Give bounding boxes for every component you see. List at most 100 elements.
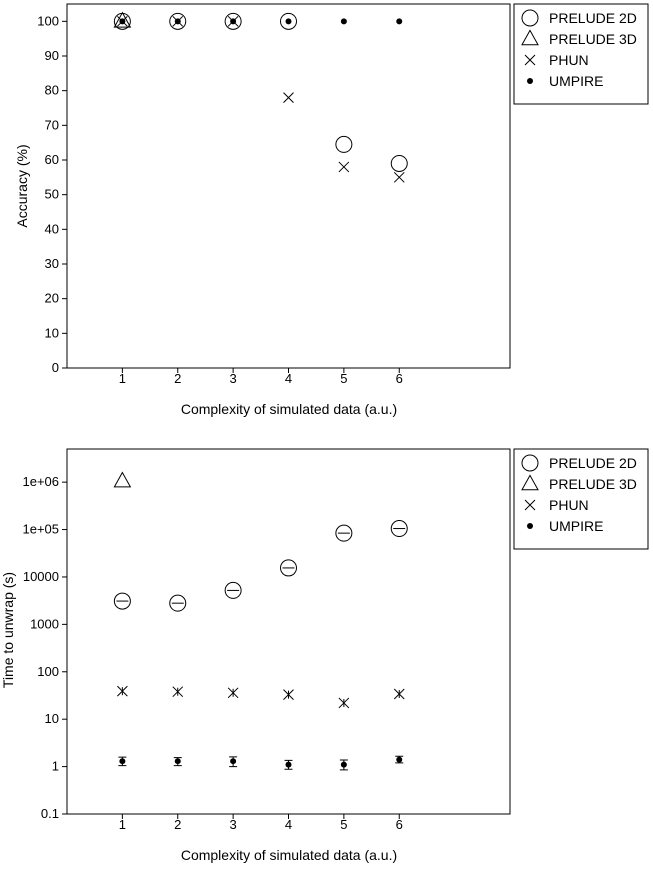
y-tick-label: 40: [45, 221, 59, 236]
x-tick-label: 4: [285, 371, 292, 386]
x-tick-label: 5: [340, 371, 347, 386]
x-tick-label: 1: [119, 371, 126, 386]
phun-point: [338, 161, 350, 173]
umpire-point: [340, 18, 347, 25]
x-tick-label: 3: [230, 817, 237, 832]
legend-prelude-3d-symbol: [521, 29, 539, 46]
x-axis-label: Complexity of simulated data (a.u.): [181, 401, 397, 417]
legend: PRELUDE 2D PRELUDE 3D PHUN UMPIRE: [521, 454, 637, 534]
y-tick-label: 90: [45, 48, 59, 63]
y-tick-label: 70: [45, 117, 59, 132]
y-tick-label: 60: [45, 152, 59, 167]
prelude-2d-point: [335, 135, 353, 153]
umpire-point: [230, 18, 237, 25]
umpire-point: [174, 18, 181, 25]
y-tick-label: 10: [45, 711, 59, 726]
umpire-point: [230, 758, 237, 765]
phun-point: [227, 687, 239, 699]
phun-point: [117, 685, 128, 697]
prelude-2d-point: [390, 154, 408, 172]
prelude-2d-point: [280, 559, 297, 577]
y-tick-label: 50: [45, 187, 59, 202]
y-tick-label: 1000: [30, 616, 59, 631]
umpire-point: [119, 18, 126, 25]
x-axis-ticks: 1 2 3 4 5 6: [119, 368, 403, 386]
x-tick-label: 5: [340, 817, 347, 832]
legend-phun-label: PHUN: [549, 52, 589, 68]
legend-umpire-label: UMPIRE: [549, 73, 603, 89]
data-marks: [113, 471, 408, 771]
phun-point: [393, 688, 405, 700]
umpire-point: [285, 18, 292, 25]
y-axis-ticks: 0 10 20 30 40 50 60 70 80 90 100: [37, 13, 67, 375]
x-tick-label: 6: [396, 371, 403, 386]
prelude-2d-point: [390, 520, 408, 538]
phun-point: [393, 171, 405, 183]
x-tick-label: 4: [285, 817, 292, 832]
y-tick-label: 100: [37, 13, 59, 28]
prelude-2d-point: [280, 12, 297, 30]
prelude-2d-point: [224, 12, 242, 30]
y-tick-label: 0.1: [41, 806, 59, 821]
y-tick-label: 1e+05: [22, 522, 59, 537]
prelude-2d-point: [335, 524, 353, 542]
legend-phun-symbol: [524, 54, 536, 66]
legend-box: [513, 3, 649, 105]
x-tick-label: 2: [174, 817, 181, 832]
phun-point: [283, 689, 294, 700]
accuracy-chart: 0 10 20 30 40 50 60 70 80 90 100 1 2 3 4 5 6 Complexity…: [14, 3, 649, 417]
umpire-point: [285, 761, 292, 768]
x-tick-label: 1: [119, 817, 126, 832]
legend: PRELUDE 2D PRELUDE 3D PHUN UMPIRE: [521, 9, 637, 89]
x-tick-label: 3: [230, 371, 237, 386]
time-chart: 0.1 1 10 100 1000 10000 1e+05 1e+06 1 2 3 4 5 6 Comp…: [0, 448, 649, 863]
y-axis-label: Time to unwrap (s): [0, 572, 16, 688]
prelude-3d-point: [113, 11, 132, 28]
legend-prelude-2d-label: PRELUDE 2D: [549, 10, 637, 26]
legend-prelude-3d-label: PRELUDE 3D: [549, 31, 637, 47]
y-tick-label: 1e+06: [22, 474, 59, 489]
y-tick-label: 1: [52, 759, 59, 774]
legend-prelude-3d-label: PRELUDE 3D: [549, 476, 637, 492]
legend-phun-symbol: [524, 499, 536, 511]
x-axis-ticks: 1 2 3 4 5 6: [119, 814, 403, 832]
y-tick-label: 20: [45, 291, 59, 306]
y-axis-label: Accuracy (%): [14, 144, 30, 227]
legend-umpire-symbol: [527, 523, 533, 529]
legend-prelude-2d-symbol: [521, 9, 539, 27]
prelude-2d-point: [224, 581, 242, 599]
umpire-point: [174, 758, 181, 765]
phun-point: [338, 697, 350, 709]
x-tick-label: 6: [396, 817, 403, 832]
prelude-3d-point: [113, 471, 132, 488]
prelude-2d-point: [169, 594, 187, 612]
legend-prelude-2d-label: PRELUDE 2D: [549, 455, 637, 471]
y-axis-ticks: 0.1 1 10 100 1000 10000 1e+05 1e+06: [22, 474, 67, 821]
legend-prelude-3d-symbol: [521, 474, 539, 491]
prelude-2d-point: [113, 592, 131, 610]
data-marks: [113, 11, 408, 183]
umpire-point: [396, 756, 403, 763]
legend-box: [513, 448, 649, 550]
y-tick-label: 10: [45, 325, 59, 340]
x-axis-label: Complexity of simulated data (a.u.): [181, 847, 397, 863]
umpire-point: [340, 761, 347, 768]
y-tick-label: 80: [45, 83, 59, 98]
plot-area-frame: [66, 3, 511, 369]
x-tick-label: 2: [174, 371, 181, 386]
y-tick-label: 30: [45, 256, 59, 271]
plot-area-frame: [66, 448, 511, 815]
legend-phun-label: PHUN: [549, 497, 589, 513]
umpire-point: [396, 18, 403, 25]
y-tick-label: 100: [37, 664, 59, 679]
prelude-2d-point: [169, 12, 187, 30]
legend-umpire-label: UMPIRE: [549, 518, 603, 534]
y-tick-label: 0: [52, 360, 59, 375]
legend-umpire-symbol: [527, 78, 533, 84]
umpire-point: [119, 758, 126, 765]
phun-point: [172, 686, 184, 698]
phun-point: [283, 92, 294, 103]
y-tick-label: 10000: [23, 569, 59, 584]
